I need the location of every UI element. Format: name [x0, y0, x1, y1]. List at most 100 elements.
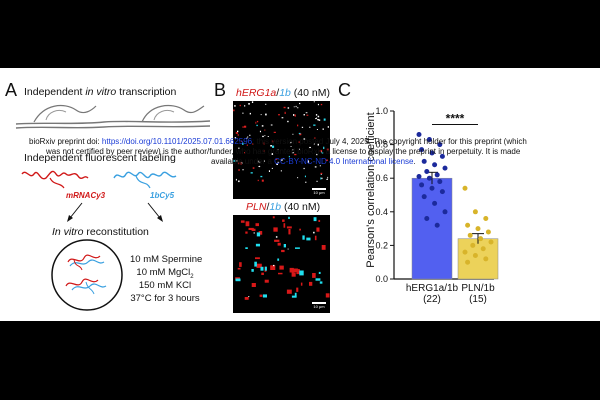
colocalized-spot	[316, 153, 318, 156]
data-point	[472, 252, 478, 258]
watermark-license-link[interactable]: CC-BY-NC-ND 4.0 International license	[274, 157, 414, 166]
data-point	[439, 153, 445, 159]
colocalized-spot	[314, 166, 317, 168]
colocalized-spot	[273, 264, 275, 267]
data-point	[488, 239, 494, 245]
mrna-spot	[316, 227, 320, 232]
converging-arrows	[67, 202, 163, 222]
colocalized-spot	[293, 114, 295, 116]
1b-spot	[235, 278, 241, 282]
mrna-spot	[278, 272, 283, 275]
mrna-spot	[240, 140, 242, 142]
colocalized-spot	[295, 105, 297, 108]
pearson-bar-chart: Pearson's correlation coefficient 0.0 0.2…	[365, 106, 499, 305]
reconstitution-circle	[51, 239, 123, 311]
1b-spot	[306, 237, 311, 241]
mrna-spot	[242, 126, 244, 128]
1b-spot	[304, 175, 306, 178]
colocalized-spot	[320, 173, 322, 175]
1b-spot	[320, 177, 322, 180]
colocalized-spot	[234, 137, 237, 139]
mrna-spot	[244, 125, 247, 128]
data-point	[421, 158, 427, 164]
colocalized-spot	[326, 178, 328, 180]
colocalized-spot	[281, 159, 283, 161]
colocalized-spot	[315, 118, 317, 120]
data-point	[429, 150, 435, 156]
mrna-spot	[264, 279, 269, 283]
x-category-label: PLN/1b	[461, 283, 495, 294]
mrna-spot	[261, 272, 264, 275]
mrna-spot	[320, 172, 323, 174]
data-point	[470, 242, 476, 248]
mrna-spot	[283, 106, 286, 109]
1b-spot	[318, 271, 321, 274]
micrograph-top-title: hERG1a/1b (40 nM)	[236, 87, 330, 99]
micrograph-bottom-title: PLN/1b (40 nM)	[246, 201, 320, 213]
mrna-spot	[297, 124, 299, 127]
x-n-label: (15)	[469, 294, 487, 305]
mrna-spot	[263, 142, 265, 145]
colocalized-spot	[275, 236, 278, 238]
colocalized-spot	[262, 135, 264, 138]
mrna-spot	[314, 137, 316, 139]
1b-spot	[256, 124, 258, 127]
data-point	[419, 182, 425, 188]
mrna-cy3-label: mRNACy3	[66, 191, 106, 200]
colocalized-spot	[315, 114, 318, 116]
mrna-spot	[299, 133, 302, 136]
transcription-title: Independent in vitro transcription	[24, 86, 176, 98]
y-tick-label: 0.8	[375, 140, 388, 150]
colocalized-spot	[321, 177, 323, 180]
condition-spermine: 10 mM Spermine	[130, 254, 203, 265]
1b-spot	[260, 175, 263, 178]
colocalized-spot	[265, 113, 267, 116]
colocalized-spot	[242, 169, 244, 171]
data-point	[424, 168, 430, 174]
colocalized-spot	[249, 112, 251, 115]
herg1a-label: hERG1a	[236, 87, 277, 99]
pln-label: PLN	[246, 201, 267, 213]
mrna-spot	[273, 227, 278, 232]
mrna-spot	[309, 281, 313, 286]
mrna-spot	[240, 162, 242, 165]
colocalized-spot	[327, 176, 329, 179]
data-point	[439, 189, 445, 195]
chart-plot-area: 0.0 0.2 0.4 0.6 0.8 1.0 hERG1a/1b(22) PLN/1b(15…	[375, 106, 499, 305]
colocalized-spot	[247, 136, 249, 138]
colocalized-spot	[316, 180, 318, 182]
colocalized-spot	[259, 161, 261, 163]
mrna-spot	[286, 289, 292, 294]
colocalized-spot	[238, 147, 240, 149]
colocalized-spot	[234, 105, 236, 107]
condition-temperature: 37°C for 3 hours	[130, 293, 200, 304]
watermark-doi-link[interactable]: https://doi.org/10.1101/2025.07.01.66259…	[101, 137, 253, 146]
y-tick-label: 0.6	[375, 173, 388, 183]
data-point	[432, 162, 438, 168]
colocalized-spot	[303, 114, 305, 116]
mrna-spot	[273, 131, 276, 133]
mrna-spot	[298, 141, 301, 143]
watermark-line1-b: ; this version posted July 4, 2025. The …	[252, 137, 527, 146]
data-point	[475, 226, 481, 232]
data-point	[424, 216, 430, 222]
1b-spot	[295, 247, 300, 249]
1b-spot	[323, 146, 325, 149]
mrna-spot	[275, 158, 278, 160]
colocalized-spot	[287, 107, 290, 109]
mrna-spot	[244, 297, 249, 300]
mrna-spot	[251, 283, 256, 287]
colocalized-spot	[299, 148, 300, 150]
colocalized-spot	[290, 141, 292, 144]
colocalized-spot	[296, 107, 299, 109]
data-point	[426, 137, 432, 143]
condition-mgcl: 10 mM MgCl2	[130, 267, 200, 280]
1b-spot	[313, 217, 317, 222]
mrna-spot	[318, 219, 321, 222]
mrna-spot	[272, 216, 275, 219]
slash-bottom: /	[266, 201, 270, 213]
colocalized-spot	[235, 178, 237, 181]
data-point	[480, 246, 486, 252]
mrna-spot	[299, 228, 301, 231]
1b-spot	[277, 258, 280, 261]
